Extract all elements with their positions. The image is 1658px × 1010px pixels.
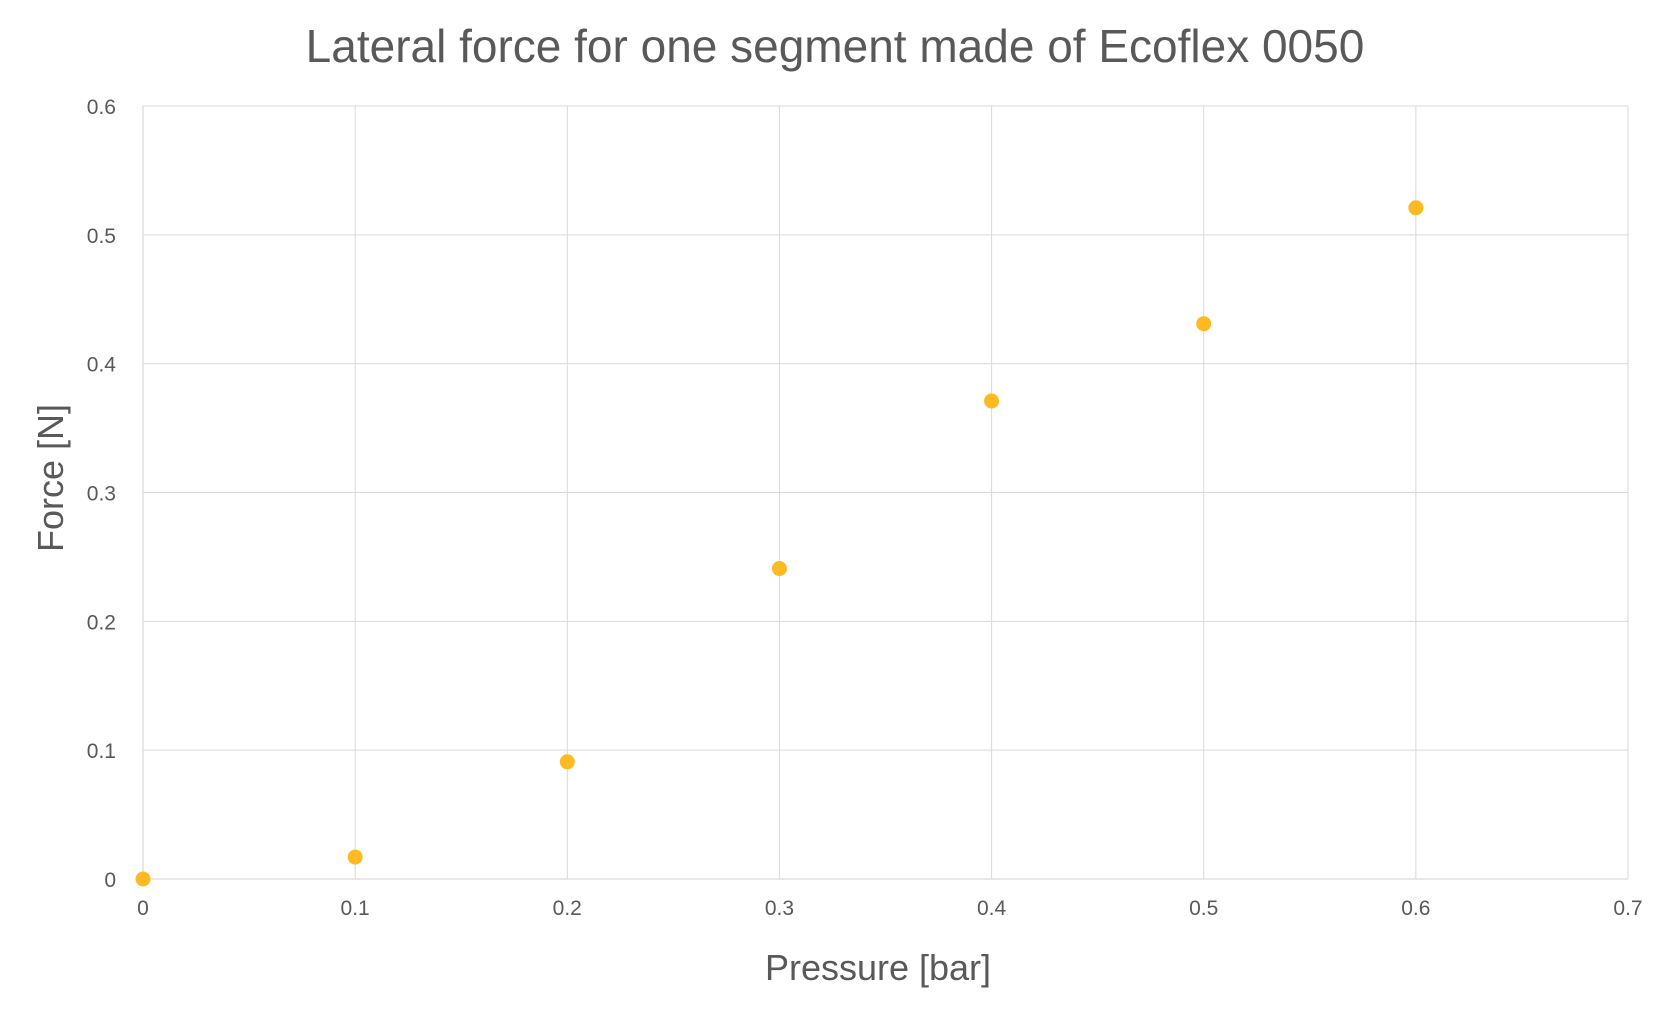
x-tick-label: 0.1 <box>341 897 370 920</box>
y-axis-title: Force [N] <box>30 404 71 552</box>
y-tick-label: 0.6 <box>87 96 116 119</box>
x-axis-title: Pressure [bar] <box>765 947 991 988</box>
y-tick-label: 0.4 <box>87 354 117 377</box>
x-tick-label: 0.7 <box>1613 897 1642 920</box>
y-tick-label: 0.5 <box>87 225 116 248</box>
data-point <box>135 871 151 887</box>
data-points <box>135 200 1424 887</box>
y-tick-label: 0 <box>104 869 116 892</box>
data-point <box>1408 200 1424 216</box>
x-tick-label: 0.3 <box>765 897 794 920</box>
x-tick-label: 0.4 <box>977 897 1007 920</box>
data-point <box>347 849 363 865</box>
axes <box>142 106 1628 880</box>
y-tick-label: 0.3 <box>87 483 116 506</box>
data-point <box>559 754 575 770</box>
y-tick-label: 0.1 <box>87 740 116 763</box>
data-point <box>984 393 1000 409</box>
data-point <box>771 561 787 577</box>
data-point <box>1196 316 1212 332</box>
x-tick-label: 0 <box>137 897 149 920</box>
chart-title: Lateral force for one segment made of Ec… <box>306 20 1365 72</box>
x-tick-label: 0.6 <box>1401 897 1430 920</box>
x-tick-label: 0.2 <box>553 897 582 920</box>
tick-labels: 0 0.1 0.2 0.3 0.4 0.5 0.6 0.7 0 0.1 0.2 0.3 0.4 0.5 0.… <box>87 96 1643 920</box>
y-tick-label: 0.2 <box>87 611 116 634</box>
grid-lines <box>143 105 1629 879</box>
x-tick-label: 0.5 <box>1189 897 1218 920</box>
